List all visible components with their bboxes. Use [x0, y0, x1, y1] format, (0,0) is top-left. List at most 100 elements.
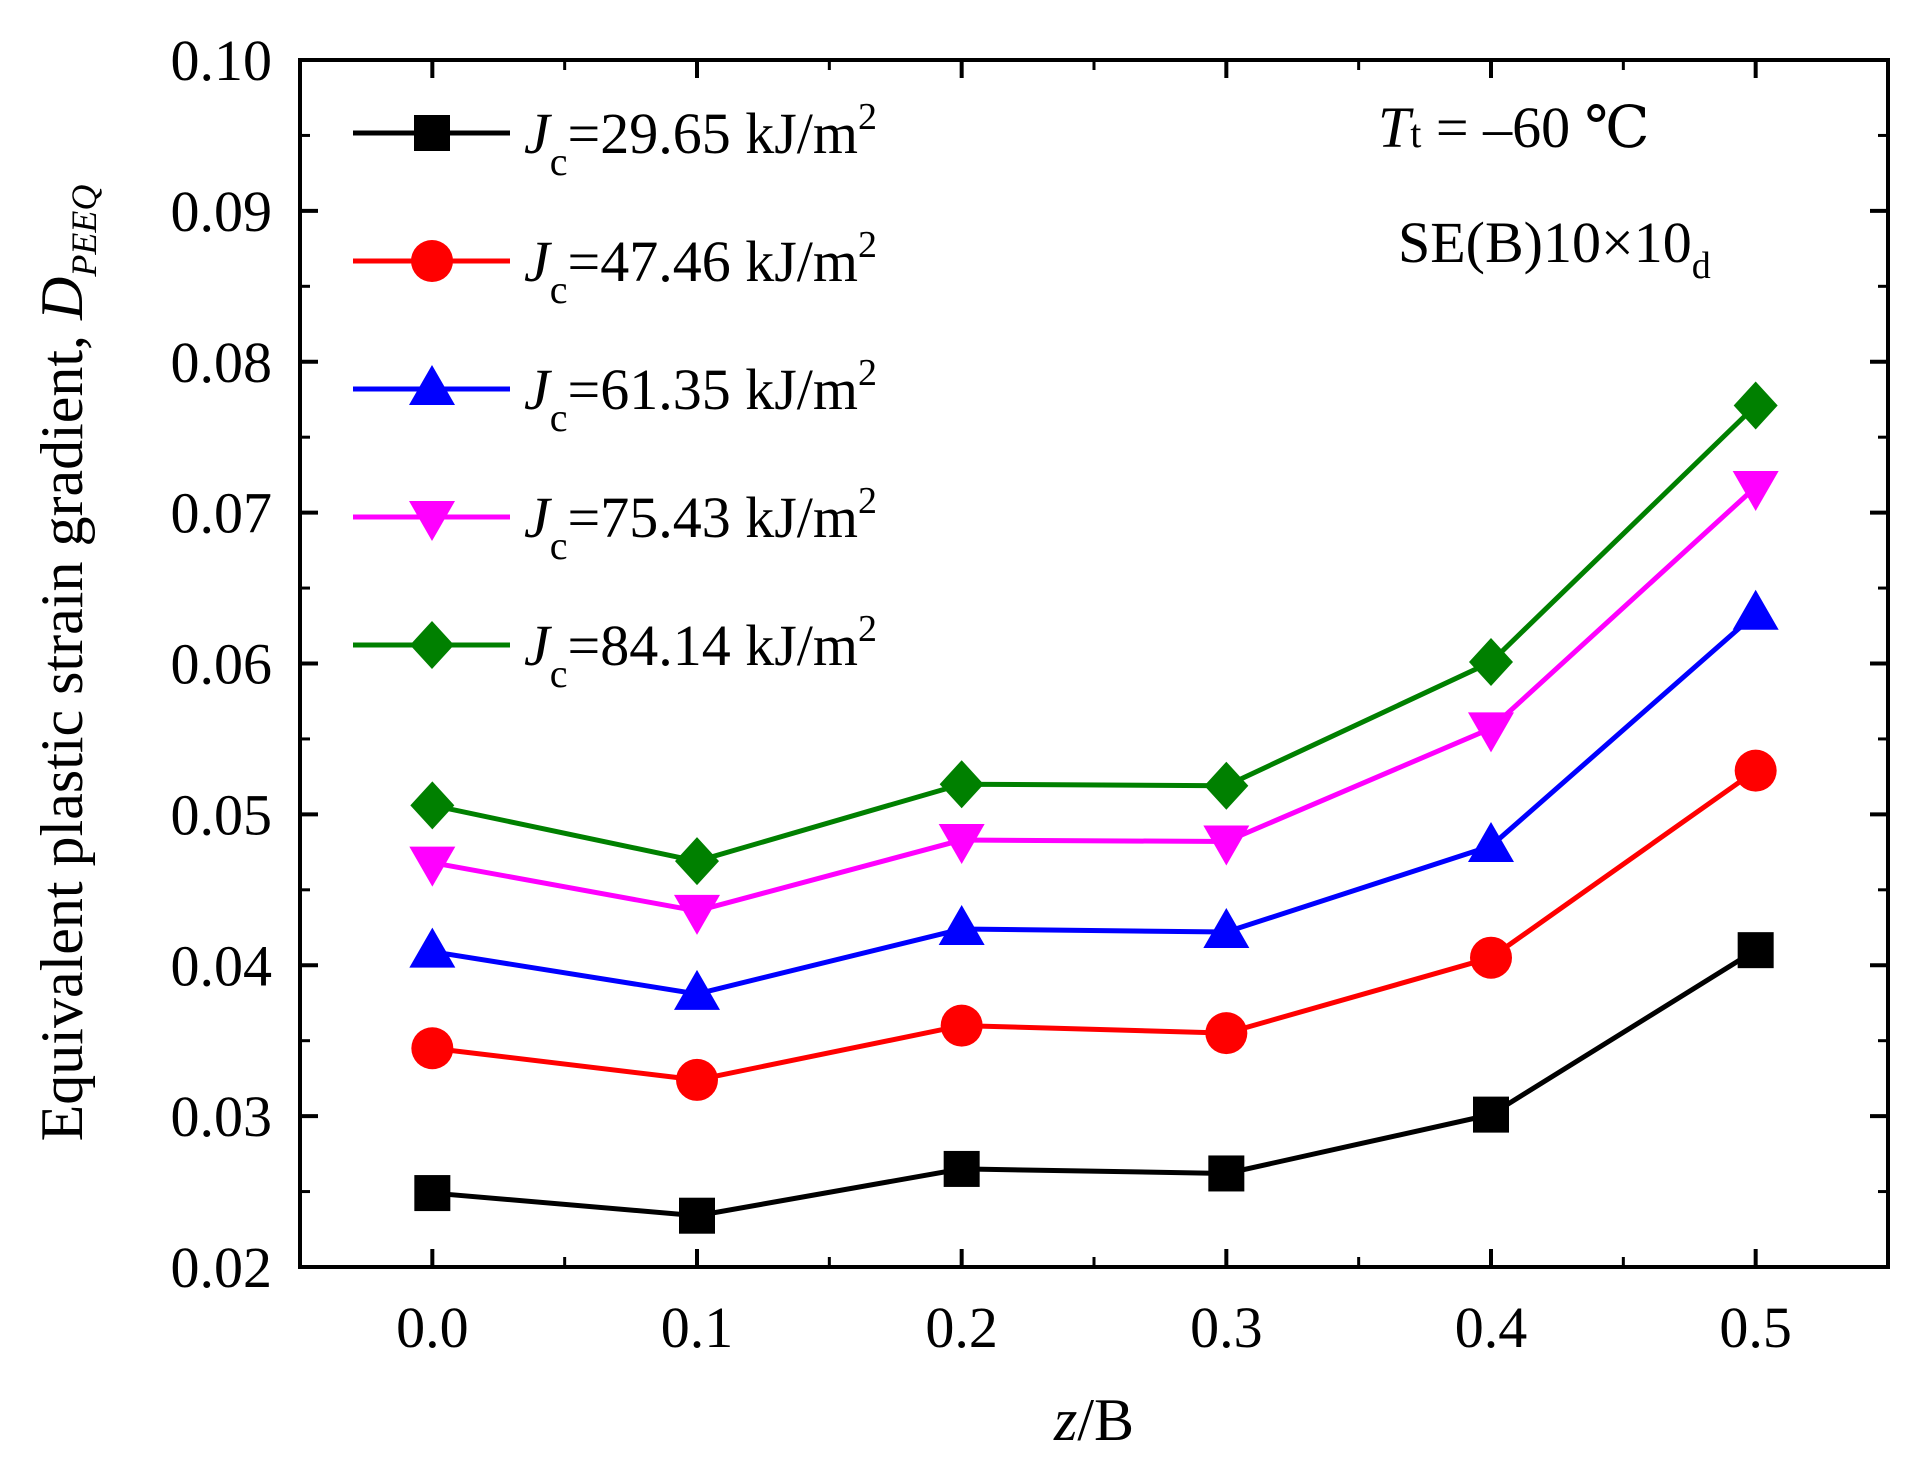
x-tick-label: 0.5 [1719, 1295, 1792, 1360]
legend-entry-1: Jc=29.65 kJ/m2 [353, 96, 877, 184]
legend-label-sub: c [550, 651, 568, 696]
y-tick-label: 0.04 [171, 933, 273, 998]
y-axis-title-subscript: PEEQ [64, 185, 104, 278]
data-point [938, 824, 985, 865]
data-point [1733, 381, 1778, 430]
data-point [1208, 1155, 1245, 1192]
data-point [674, 894, 720, 935]
data-point [414, 1175, 451, 1212]
y-axis-title-symbol: D [29, 277, 95, 321]
legend-marker [409, 501, 455, 541]
x-tick-label: 0.0 [396, 1295, 469, 1360]
annotation-specimen-text: SE(B)10×10 [1398, 210, 1692, 275]
legend-label-value: =29.65 kJ/m [568, 101, 859, 166]
data-point [1469, 637, 1513, 686]
legend-label-sub: c [550, 267, 568, 312]
legend-label-sub: c [550, 523, 568, 568]
series-layer [409, 381, 1779, 1234]
series-line [431, 403, 1758, 864]
legend-label-value: =84.14 kJ/m [568, 613, 859, 678]
data-point [1732, 589, 1779, 630]
y-tick-label: 0.03 [171, 1084, 273, 1149]
data-point [679, 1197, 715, 1234]
y-tick-label: 0.08 [171, 330, 273, 395]
data-point [1204, 761, 1249, 810]
data-point [410, 781, 455, 830]
data-point [1468, 712, 1514, 753]
data-point [1473, 1096, 1509, 1133]
y-axis-title-main: Equivalent plastic strain gradient, [29, 320, 95, 1141]
legend-marker [409, 365, 455, 405]
annotation-temperature-sub: t [1410, 111, 1421, 156]
y-tick-label: 0.07 [171, 481, 273, 546]
legend-label: Jc=84.14 kJ/m2 [524, 608, 877, 696]
data-point [1734, 749, 1777, 792]
legend-label-sup: 2 [858, 480, 877, 522]
legend-label: Jc=75.43 kJ/m2 [524, 480, 877, 568]
x-axis-title: z/B [1053, 1387, 1134, 1453]
data-point [943, 1150, 980, 1187]
legend-label-symbol: J [524, 357, 553, 422]
legend-label-symbol: J [524, 485, 553, 550]
legend-label-sub: c [550, 395, 568, 440]
series-5 [410, 381, 1778, 886]
legend-label: Jc=47.46 kJ/m2 [524, 224, 877, 312]
data-point [676, 1058, 718, 1101]
x-axis-title-rest: /B [1077, 1387, 1134, 1453]
data-point [1470, 936, 1512, 979]
tick-labels: 0.0 0.1 0.2 0.3 0.4 0.5 0.02 0.03 0.04 0.05 0.06 0.… [171, 28, 1792, 1360]
annotation-specimen-sub: d [1692, 245, 1711, 287]
data-point [938, 905, 985, 946]
legend-label-value: =47.46 kJ/m [568, 229, 859, 294]
x-axis-title-italic: z [1053, 1387, 1077, 1453]
legend-entry-2: Jc=47.46 kJ/m2 [353, 224, 877, 312]
x-tick-label: 0.2 [925, 1295, 998, 1360]
data-point [1732, 470, 1779, 511]
series-line [432, 768, 1758, 1083]
legend-label: Jc=29.65 kJ/m2 [524, 96, 877, 184]
legend-label: Jc=61.35 kJ/m2 [524, 352, 877, 440]
legend-entry-5: Jc=84.14 kJ/m2 [353, 608, 877, 696]
y-tick-label: 0.10 [171, 28, 273, 93]
data-point [940, 1004, 983, 1047]
annotation-temperature-symbol: T [1378, 95, 1414, 160]
legend-entry-4: Jc=75.43 kJ/m2 [353, 480, 877, 568]
annotation-temperature-rest: = –60 ℃ [1421, 95, 1649, 160]
legend-label-sup: 2 [858, 352, 877, 394]
legend-marker [414, 115, 450, 151]
series-line [431, 485, 1758, 914]
x-tick-label: 0.1 [661, 1295, 734, 1360]
legend-label-sup: 2 [858, 224, 877, 266]
y-tick-label: 0.06 [171, 632, 273, 697]
y-tick-label: 0.05 [171, 782, 273, 847]
series-line [432, 948, 1757, 1219]
legend-label-sup: 2 [858, 96, 877, 138]
axis-ticks [300, 58, 1888, 1269]
data-point [1205, 1012, 1248, 1055]
annotation-specimen: SE(B)10×10d [1398, 210, 1711, 287]
y-axis-title: Equivalent plastic strain gradient, DPEE… [29, 185, 104, 1142]
data-point [1737, 932, 1774, 969]
y-tick-label: 0.02 [171, 1235, 273, 1300]
annotation-temperature: Tt = –60 ℃ [1378, 95, 1649, 160]
legend-label-symbol: J [524, 101, 553, 166]
data-point [411, 1027, 454, 1070]
series-1 [414, 932, 1774, 1234]
data-point [409, 846, 456, 887]
legend-marker [411, 240, 453, 282]
legend-label-value: =61.35 kJ/m [568, 357, 859, 422]
series-2 [411, 749, 1777, 1101]
data-point [675, 837, 719, 886]
series-3 [409, 589, 1779, 1010]
legend-label-sup: 2 [858, 608, 877, 650]
data-point [1203, 825, 1250, 866]
legend-label-symbol: J [524, 229, 553, 294]
series-4 [409, 470, 1779, 935]
data-point [674, 969, 720, 1010]
x-tick-label: 0.3 [1190, 1295, 1263, 1360]
legend-label-sub: c [550, 139, 568, 184]
data-point [939, 760, 984, 809]
x-tick-label: 0.4 [1455, 1295, 1528, 1360]
